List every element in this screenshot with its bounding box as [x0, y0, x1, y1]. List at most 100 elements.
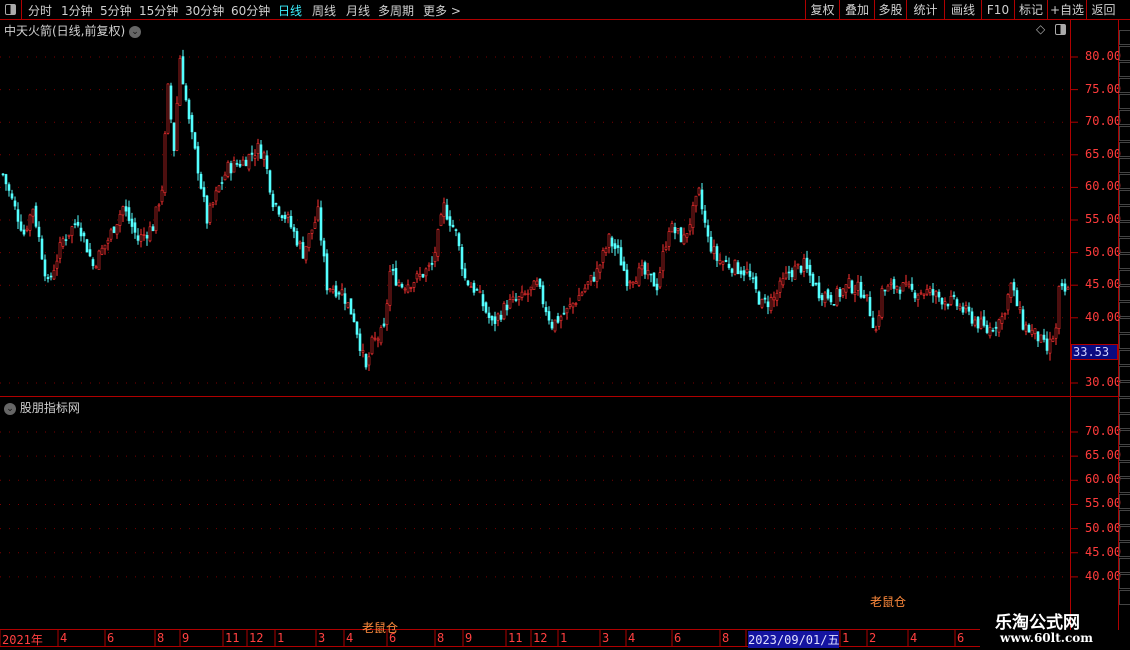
toolbar-button[interactable]: 复权	[805, 0, 839, 20]
period-tab[interactable]: 5分钟	[100, 4, 132, 18]
candle-body	[373, 337, 377, 340]
period-tab[interactable]: 月线	[346, 4, 371, 18]
candle-body	[871, 317, 875, 329]
toolbar-button[interactable]: F10	[981, 0, 1014, 20]
date-tick-label: 2	[869, 631, 877, 645]
candle-body	[145, 235, 149, 239]
candle-body	[127, 207, 131, 221]
candle-body	[850, 280, 854, 294]
date-tick-label: 6	[389, 631, 397, 645]
chevron-down-icon[interactable]: ⌄	[4, 402, 16, 415]
candle-body	[313, 222, 317, 229]
toolbar-button[interactable]: 多股	[874, 0, 906, 20]
period-tab[interactable]: 15分钟	[139, 4, 179, 18]
candle-body	[559, 316, 563, 321]
candle-body	[304, 245, 308, 261]
panel-icon	[5, 4, 16, 15]
candle-body	[631, 281, 635, 285]
candle-body	[265, 155, 269, 169]
candle-body	[580, 292, 584, 296]
candle-body	[673, 227, 677, 234]
panel-icon[interactable]	[1055, 24, 1066, 35]
period-tab[interactable]: 1分钟	[61, 4, 93, 18]
period-tab[interactable]: 日线	[278, 4, 303, 18]
candle-body	[100, 247, 104, 255]
candle-body	[439, 214, 443, 226]
candle-body	[511, 296, 515, 300]
layout-toggle-button[interactable]	[0, 0, 22, 20]
side-cell	[1119, 142, 1130, 157]
period-tab[interactable]: 分时	[28, 4, 53, 18]
candle-body	[241, 159, 245, 166]
y-tick-label: 65.00	[1085, 146, 1122, 161]
chevron-down-icon[interactable]: ⌄	[129, 25, 142, 38]
period-tab[interactable]: 周线	[312, 4, 337, 18]
candle-body	[739, 270, 743, 275]
candle-body	[208, 204, 212, 223]
period-tab[interactable]: 60分钟	[231, 4, 271, 18]
side-cell	[1119, 574, 1130, 589]
diamond-icon[interactable]: ◇	[1036, 22, 1046, 36]
candle-body	[271, 193, 275, 208]
candle-body	[931, 289, 935, 296]
toolbar-button[interactable]: 返回	[1086, 0, 1120, 20]
candle-body	[997, 319, 1001, 333]
candle-body	[889, 282, 893, 285]
candle-body	[598, 264, 602, 273]
candle-body	[358, 333, 362, 351]
candle-body	[709, 236, 713, 252]
candle-body	[133, 222, 137, 233]
candle-body	[928, 288, 932, 293]
candle-body	[691, 205, 695, 228]
candle-body	[1066, 287, 1070, 290]
candle-body	[517, 296, 521, 300]
toolbar-button[interactable]: 统计	[906, 0, 944, 20]
candle-body	[946, 303, 950, 307]
candle-body	[475, 289, 479, 291]
candle-body	[796, 263, 800, 266]
candle-body	[319, 207, 323, 241]
candle-body	[595, 268, 599, 282]
period-tab[interactable]: 30分钟	[185, 4, 225, 18]
candle-body	[34, 205, 38, 227]
date-tick-label: 9	[465, 631, 473, 645]
toolbar-button[interactable]: 画线	[944, 0, 981, 20]
candle-body	[1015, 290, 1019, 307]
candle-body	[502, 303, 506, 320]
candle-body	[862, 294, 866, 299]
candle-body	[1063, 283, 1067, 292]
candle-body	[424, 268, 428, 277]
candle-body	[655, 283, 659, 291]
side-cell	[1119, 78, 1130, 93]
period-tab[interactable]: 更多 >	[423, 4, 461, 18]
period-toolbar: 分时 1分钟 5分钟 15分钟 30分钟 60分钟 日线 周线 月线 多周期 更多 > 复权 叠加 多股…	[0, 0, 1130, 20]
candle-body	[745, 268, 749, 273]
candle-body	[535, 280, 539, 286]
side-cell	[1119, 430, 1130, 445]
candle-body	[1027, 324, 1031, 333]
toolbar-button[interactable]: 叠加	[839, 0, 874, 20]
candle-body	[556, 316, 560, 323]
candle-body	[205, 195, 209, 224]
candle-body	[493, 316, 497, 324]
candle-body	[865, 294, 869, 297]
candle-body	[289, 216, 293, 228]
candle-body	[52, 270, 56, 280]
side-border	[1118, 20, 1119, 630]
candle-body	[367, 356, 371, 366]
side-cell	[1119, 510, 1130, 525]
candle-body	[403, 288, 407, 291]
candle-body	[988, 327, 992, 337]
candle-body	[895, 286, 899, 291]
candle-body	[982, 316, 986, 326]
candle-body	[220, 182, 224, 184]
side-cell	[1119, 270, 1130, 285]
candle-body	[400, 284, 404, 288]
candle-body	[802, 258, 806, 272]
period-tab[interactable]: 多周期	[378, 4, 415, 18]
side-cell	[1119, 526, 1130, 541]
toolbar-button[interactable]: 标记	[1014, 0, 1047, 20]
toolbar-button[interactable]: +自选	[1047, 0, 1086, 20]
side-info-column	[1119, 20, 1130, 610]
